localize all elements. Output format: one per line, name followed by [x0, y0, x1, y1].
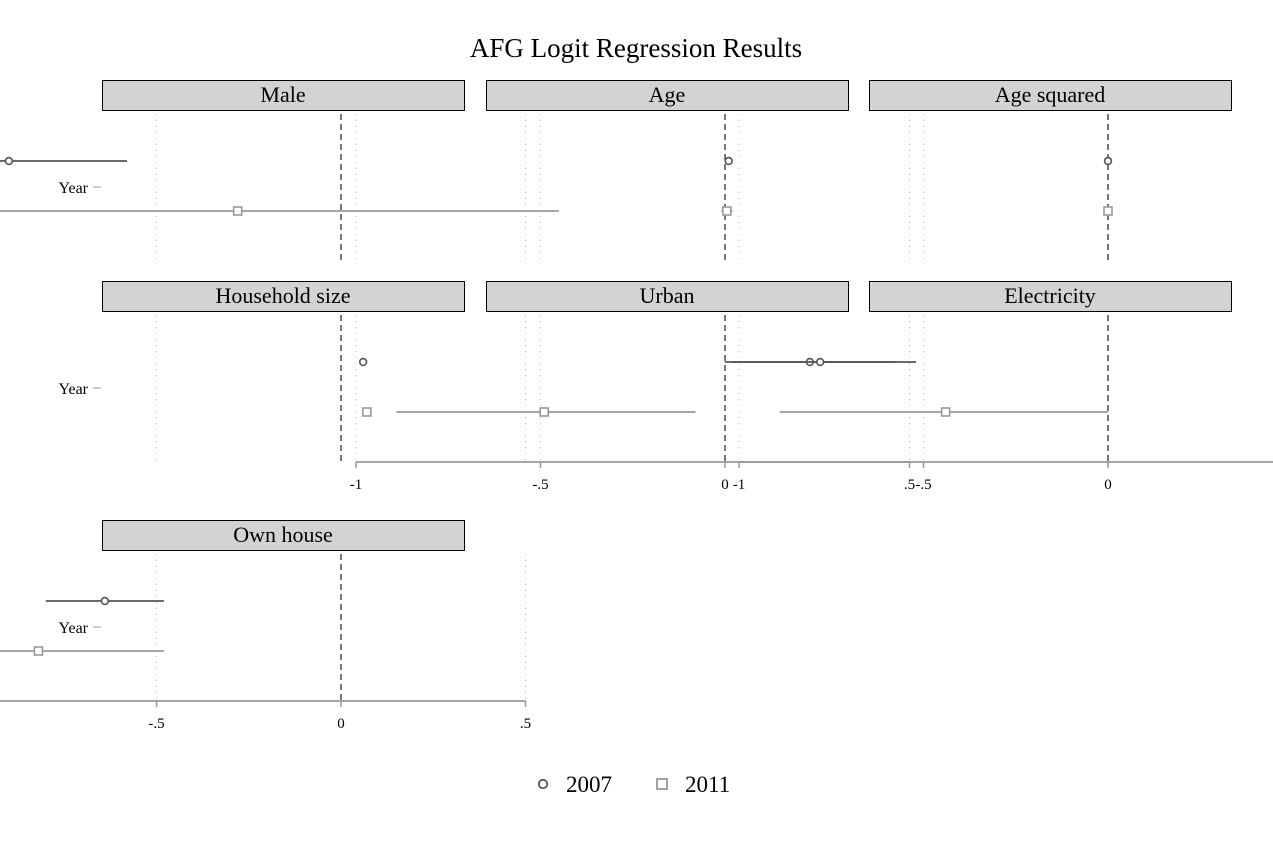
point-series-2011 — [940, 407, 951, 417]
point-series-2011 — [362, 407, 372, 417]
panels-layer: Male Year Age Age squared Household size Year… — [0, 80, 1273, 732]
panel-title-age-squared: Age squared — [995, 82, 1106, 107]
y-category-label: Year — [59, 620, 89, 637]
point-series-2011 — [539, 407, 549, 417]
legend-item-2007: 2007 — [537, 772, 612, 797]
point-series-2007 — [4, 156, 14, 166]
panel-household-size: Household size Year — [59, 281, 526, 461]
legend-label: 2011 — [685, 772, 730, 797]
panel-title-age: Age — [649, 82, 686, 107]
panel-strip-age-squared — [869, 80, 1232, 111]
legend-label: 2007 — [566, 772, 612, 797]
point-series-2007 — [1103, 156, 1113, 166]
y-category-label: Year — [59, 381, 89, 398]
point-series-2011 — [1103, 206, 1113, 216]
x-tick-label: -.5 — [148, 716, 164, 732]
point-series-2007 — [724, 156, 733, 166]
panel-title-urban: Urban — [640, 283, 695, 308]
x-tick-label: -.5 — [915, 477, 931, 493]
panel-title-household-size: Household size — [215, 283, 350, 308]
legend-marker-circle — [537, 778, 549, 790]
point-series-2011 — [722, 206, 732, 216]
x-tick-label: -1 — [733, 477, 746, 493]
panel-title-own-house: Own house — [233, 522, 333, 547]
panel-strip-age — [486, 80, 849, 111]
panel-strip-urban — [486, 281, 849, 312]
point-series-2011 — [33, 646, 44, 656]
x-tick-label: -.5 — [532, 477, 548, 493]
x-tick-label: -1 — [350, 477, 363, 493]
chart-title: AFG Logit Regression Results — [470, 33, 802, 63]
panel-title-electricity: Electricity — [1004, 283, 1096, 308]
legend-marker-square — [656, 778, 668, 790]
panel-electricity: Electricity -1 -.5 0 .5 — [731, 281, 1273, 493]
point-series-2011 — [232, 206, 243, 216]
panel-male: Male Year — [0, 80, 559, 260]
panel-strip-own-house — [102, 520, 465, 551]
panel-strip-male — [102, 80, 465, 111]
panel-strip-household-size — [102, 281, 465, 312]
point-series-2007 — [100, 596, 110, 606]
x-tick-label: .5 — [520, 716, 531, 732]
point-series-2007 — [815, 357, 825, 367]
panel-title-male: Male — [260, 82, 305, 107]
x-tick-label: 0 — [1104, 477, 1112, 493]
x-tick-label: .5 — [904, 477, 915, 493]
point-series-2007 — [358, 357, 368, 367]
legend-item-2011: 2011 — [656, 772, 730, 797]
y-category-label: Year — [59, 180, 89, 197]
x-tick-label: 0 — [721, 477, 729, 493]
x-tick-label: 0 — [337, 716, 345, 732]
panel-age-squared: Age squared — [738, 80, 1232, 260]
legend: 2007 2011 — [537, 772, 730, 797]
panel-age: Age — [355, 80, 910, 260]
panel-strip-electricity — [869, 281, 1232, 312]
